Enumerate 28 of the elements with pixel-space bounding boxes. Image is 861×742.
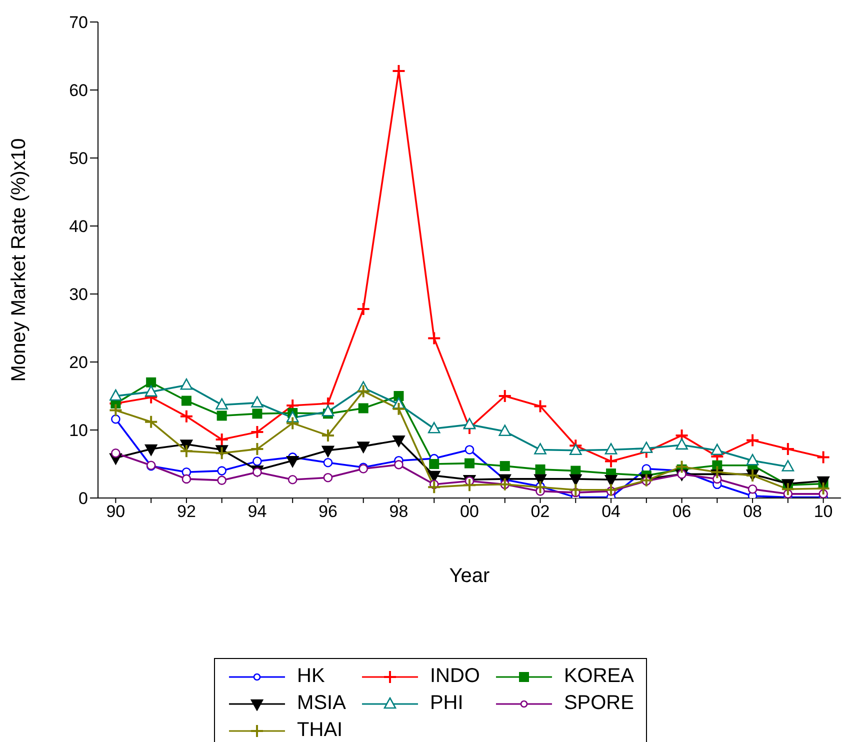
x-tick-label: 00 — [460, 502, 479, 522]
x-tick-label: 98 — [389, 502, 408, 522]
x-tick-label: 92 — [176, 502, 196, 522]
y-tick-label: 50 — [69, 149, 88, 168]
x-tick-label: 08 — [743, 502, 762, 522]
legend-label: HK — [297, 665, 325, 688]
legend-label: PHI — [430, 692, 464, 715]
y-tick-label: 30 — [69, 285, 88, 304]
x-tick-label: 04 — [602, 502, 620, 522]
x-tick-label: 02 — [530, 502, 550, 522]
y-tick-label: 10 — [69, 421, 88, 440]
legend-label: INDO — [430, 665, 480, 688]
x-tick-label: 90 — [106, 502, 126, 522]
legend-label: KOREA — [564, 665, 634, 688]
y-tick-label: 20 — [69, 353, 88, 372]
x-tick-label: 94 — [248, 502, 267, 522]
y-tick-label: 0 — [78, 489, 88, 508]
x-tick-label: 10 — [814, 502, 833, 522]
y-tick-label: 60 — [69, 81, 88, 100]
x-tick-label: 96 — [318, 502, 338, 522]
y-tick-label: 40 — [69, 217, 88, 236]
legend-label: MSIA — [297, 692, 346, 715]
y-axis-title: Money Market Rate (%)x10 — [8, 138, 30, 382]
x-tick-label: 06 — [672, 502, 692, 522]
legend-label: SPORE — [564, 692, 634, 715]
y-tick-label: 70 — [69, 13, 88, 32]
x-axis-title: Year — [449, 565, 490, 588]
legend-label: THAI — [297, 719, 343, 742]
